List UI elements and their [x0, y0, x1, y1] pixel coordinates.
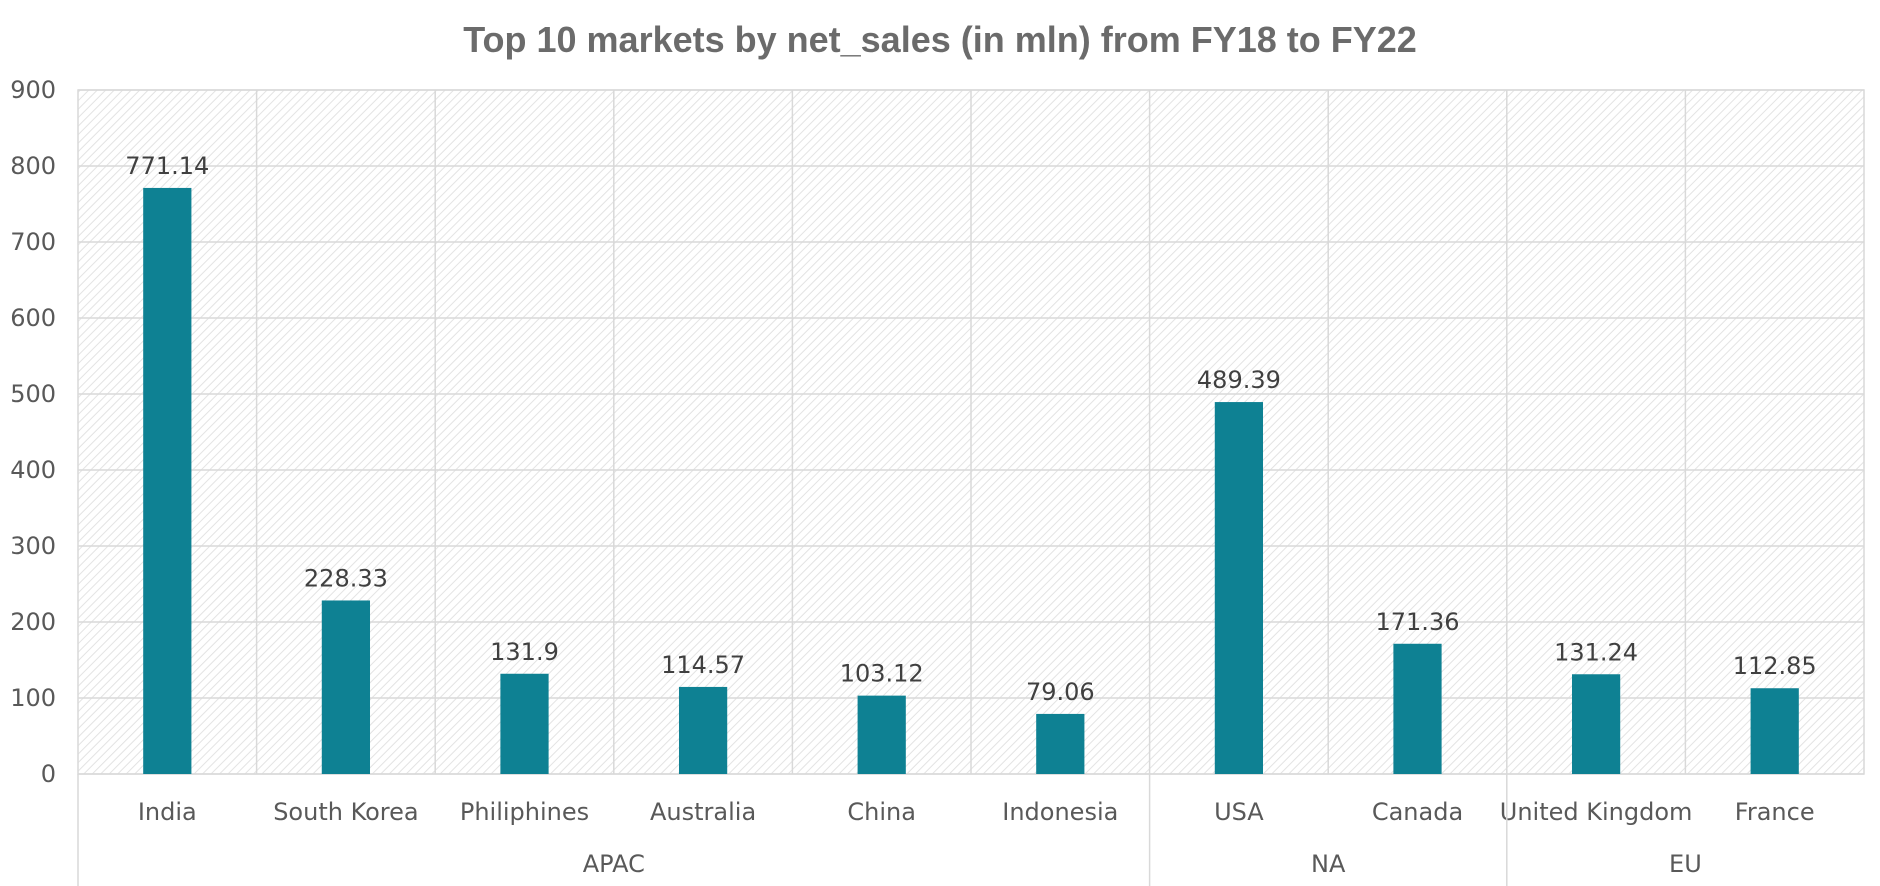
- y-axis: 0 100 200 300 400 500 600 700 800 900: [10, 76, 56, 788]
- x-tick-label: China: [847, 798, 916, 826]
- data-label: 228.33: [304, 564, 388, 592]
- y-tick-label: 400: [10, 456, 56, 484]
- bar: [1036, 713, 1085, 774]
- data-label: 114.57: [661, 651, 745, 679]
- y-tick-label: 900: [10, 76, 56, 104]
- y-tick-label: 200: [10, 608, 56, 636]
- group-label: NA: [1311, 850, 1346, 878]
- bar: [1393, 643, 1442, 774]
- y-tick-label: 0: [41, 760, 56, 788]
- x-tick-label: United Kingdom: [1500, 798, 1693, 826]
- x-tick-label: South Korea: [273, 798, 418, 826]
- data-label: 112.85: [1733, 652, 1817, 680]
- y-tick-label: 300: [10, 532, 56, 560]
- y-tick-label: 800: [10, 152, 56, 180]
- x-tick-label: Indonesia: [1002, 798, 1118, 826]
- x-tick-label: India: [138, 798, 197, 826]
- data-label: 103.12: [840, 660, 924, 688]
- x-axis: India South Korea Philiphines Australia Chin…: [77, 774, 1815, 886]
- data-label: 79.06: [1026, 678, 1095, 706]
- y-tick-label: 700: [10, 228, 56, 256]
- bar: [1214, 402, 1264, 774]
- bar: [321, 600, 371, 774]
- bar: [678, 686, 728, 774]
- y-tick-label: 600: [10, 304, 56, 332]
- bar: [500, 673, 549, 774]
- data-label: 171.36: [1376, 608, 1460, 636]
- x-tick-label: Australia: [650, 798, 756, 826]
- data-label: 489.39: [1197, 366, 1281, 394]
- bar: [857, 695, 906, 774]
- y-tick-label: 500: [10, 380, 56, 408]
- x-tick-label: Canada: [1372, 798, 1463, 826]
- chart-title: Top 10 markets by net_sales (in mln) fro…: [463, 19, 1417, 60]
- group-label: EU: [1669, 850, 1702, 878]
- group-label: APAC: [583, 850, 645, 878]
- y-tick-label: 100: [10, 684, 56, 712]
- bar: [1571, 674, 1621, 774]
- bar-series: 771.14 228.33 131.9 114.57 103.12 79.06 489.39…: [125, 152, 1817, 774]
- bar: [143, 187, 192, 774]
- x-tick-label: Philiphines: [460, 798, 589, 826]
- bar: [1750, 688, 1799, 774]
- data-label: 131.9: [490, 638, 559, 666]
- data-label: 131.24: [1554, 638, 1638, 666]
- gridlines: [78, 89, 1864, 775]
- x-tick-label: France: [1735, 798, 1815, 826]
- x-tick-label: USA: [1214, 798, 1264, 826]
- data-label: 771.14: [125, 152, 209, 180]
